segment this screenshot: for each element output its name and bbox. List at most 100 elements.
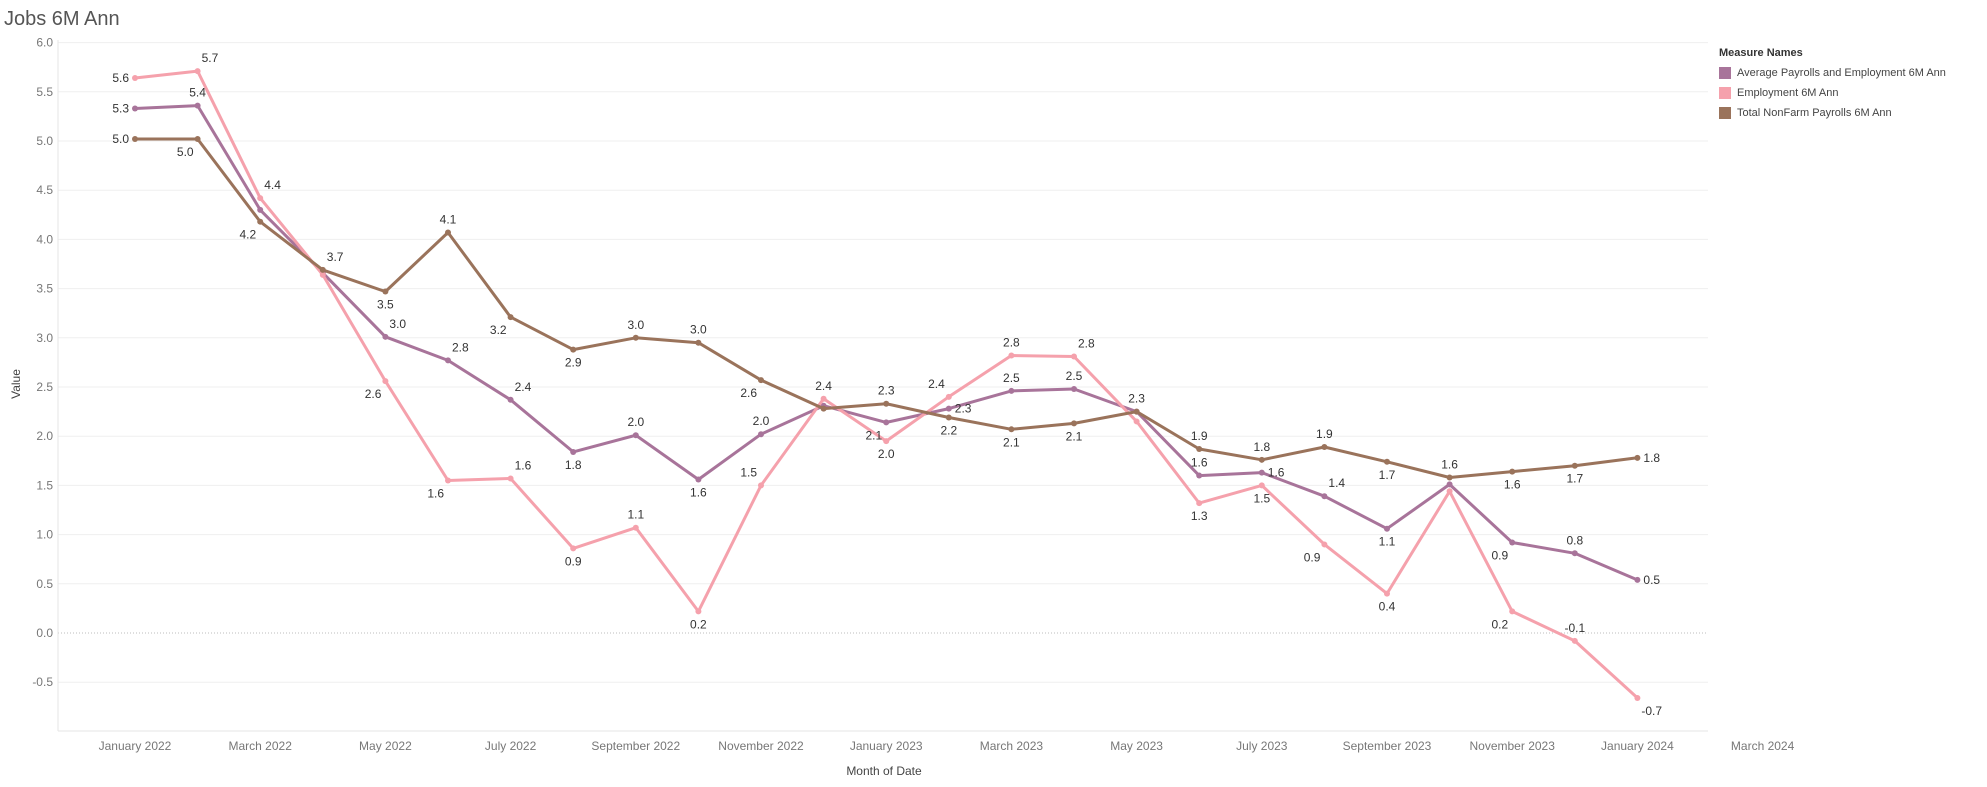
series-3-point[interactable] — [257, 218, 264, 225]
series-3-point[interactable] — [382, 288, 389, 295]
y-axis-title: Value — [9, 369, 23, 399]
series-2-point[interactable] — [1509, 608, 1516, 615]
legend-item-total-nonfarm[interactable]: Total NonFarm Payrolls 6M Ann — [1719, 103, 1946, 123]
data-label: 0.8 — [1566, 533, 1583, 547]
data-label: 4.4 — [264, 178, 281, 192]
data-label: 2.0 — [878, 447, 895, 461]
data-label: 2.8 — [1003, 336, 1020, 350]
series-1-point[interactable] — [445, 357, 451, 364]
series-2-point[interactable] — [132, 75, 138, 82]
series-2-point[interactable] — [445, 477, 451, 484]
series-2-point[interactable] — [820, 395, 827, 402]
series-2-point[interactable] — [319, 271, 326, 278]
data-label: 0.9 — [1304, 550, 1321, 564]
series-1-point[interactable] — [1509, 539, 1516, 546]
y-tick-label: 0.0 — [36, 626, 53, 640]
data-label: 3.0 — [690, 323, 707, 337]
data-label: 5.0 — [177, 145, 194, 159]
series-2-point[interactable] — [1634, 694, 1641, 701]
series-2-point[interactable] — [1196, 500, 1203, 507]
series-3-point[interactable] — [945, 414, 952, 421]
data-label: 3.5 — [377, 298, 394, 312]
series-3-point[interactable] — [1384, 458, 1390, 465]
y-tick-label: 5.5 — [36, 85, 53, 99]
data-label: 3.2 — [490, 323, 507, 337]
series-2-point[interactable] — [883, 438, 890, 445]
legend-item-average-payrolls[interactable]: Average Payrolls and Employment 6M Ann — [1719, 63, 1946, 83]
series-3-point[interactable] — [1196, 445, 1203, 452]
series-1-point[interactable] — [570, 448, 577, 455]
series-1-point[interactable] — [382, 333, 389, 340]
series-1-point[interactable] — [1321, 493, 1328, 500]
series-3-point[interactable] — [883, 400, 890, 407]
series-1-point[interactable] — [132, 105, 138, 112]
series-2-point[interactable] — [1258, 482, 1265, 489]
data-label: 2.0 — [753, 414, 770, 428]
series-3-point[interactable] — [1509, 468, 1516, 475]
series-1-point[interactable] — [1258, 469, 1265, 476]
series-1-line[interactable] — [134, 104, 1638, 582]
series-2-point[interactable] — [1446, 488, 1453, 495]
series-3-point[interactable] — [695, 339, 702, 346]
series-2-point[interactable] — [1384, 590, 1390, 597]
series-3-point[interactable] — [632, 334, 639, 341]
series-3-point[interactable] — [570, 346, 577, 353]
series-2-point[interactable] — [570, 545, 577, 552]
series-1-point[interactable] — [1384, 525, 1390, 532]
legend-item-employment[interactable]: Employment 6M Ann — [1719, 83, 1946, 103]
series-1-point[interactable] — [883, 419, 890, 426]
series-2-point[interactable] — [1008, 352, 1015, 359]
series-2-point[interactable] — [382, 378, 389, 385]
series-2-point[interactable] — [194, 68, 201, 75]
series-3-point[interactable] — [1634, 454, 1641, 461]
series-3-point[interactable] — [1258, 456, 1265, 463]
series-1-point[interactable] — [1634, 576, 1641, 583]
series-2-point[interactable] — [1133, 418, 1140, 425]
series-1-point[interactable] — [1196, 472, 1203, 479]
series-2-point[interactable] — [1321, 541, 1328, 548]
series-2-point[interactable] — [257, 195, 264, 202]
series-1-point[interactable] — [695, 476, 702, 483]
series-3-point[interactable] — [507, 314, 514, 321]
data-label: 2.6 — [740, 386, 757, 400]
series-3-point[interactable] — [132, 136, 138, 143]
series-2-point[interactable] — [632, 524, 639, 531]
y-tick-label: 0.5 — [36, 577, 53, 591]
series-3-point[interactable] — [820, 405, 827, 412]
data-label: 2.5 — [1003, 371, 1020, 385]
series-1-point[interactable] — [194, 102, 201, 109]
series-3-point[interactable] — [319, 266, 326, 273]
series-1-point[interactable] — [758, 431, 764, 438]
series-1-point[interactable] — [1446, 481, 1453, 488]
series-2-point[interactable] — [758, 482, 764, 489]
data-labels: 5.3 5.4 3.0 2.8 2.4 1.8 2.0 1.6 2.0 2.1 2.3 2.5 2.5 1… — [112, 51, 1662, 718]
series-3-point[interactable] — [1446, 474, 1453, 481]
series-1-point[interactable] — [257, 206, 264, 213]
data-label: 3.0 — [627, 318, 644, 332]
series-1-point[interactable] — [632, 432, 639, 439]
series-1-point[interactable] — [1071, 385, 1077, 392]
series-1-point[interactable] — [507, 396, 514, 403]
series-3-point[interactable] — [445, 229, 451, 236]
series-3-point[interactable] — [1133, 408, 1140, 415]
series-1-point[interactable] — [1571, 550, 1578, 557]
series-2-point[interactable] — [945, 393, 952, 400]
series-3-point[interactable] — [1008, 426, 1015, 433]
series-1-point[interactable] — [945, 405, 952, 412]
data-label: 1.6 — [427, 486, 444, 500]
series-2-point[interactable] — [1571, 637, 1578, 644]
series-3-point[interactable] — [758, 377, 764, 384]
series-2-point[interactable] — [695, 608, 702, 615]
data-label: 4.1 — [440, 213, 457, 227]
series-3-point[interactable] — [1071, 420, 1077, 427]
data-label: 1.4 — [1328, 476, 1345, 490]
x-tick-label: November 2023 — [1470, 739, 1556, 753]
series-1-point[interactable] — [1008, 387, 1015, 394]
series-3-point[interactable] — [194, 136, 201, 143]
data-label: 2.3 — [1128, 392, 1145, 406]
series-3-point[interactable] — [1571, 462, 1578, 469]
x-tick-label: September 2022 — [591, 739, 680, 753]
series-2-point[interactable] — [1071, 353, 1077, 360]
series-3-point[interactable] — [1321, 444, 1328, 451]
series-2-point[interactable] — [507, 475, 514, 482]
